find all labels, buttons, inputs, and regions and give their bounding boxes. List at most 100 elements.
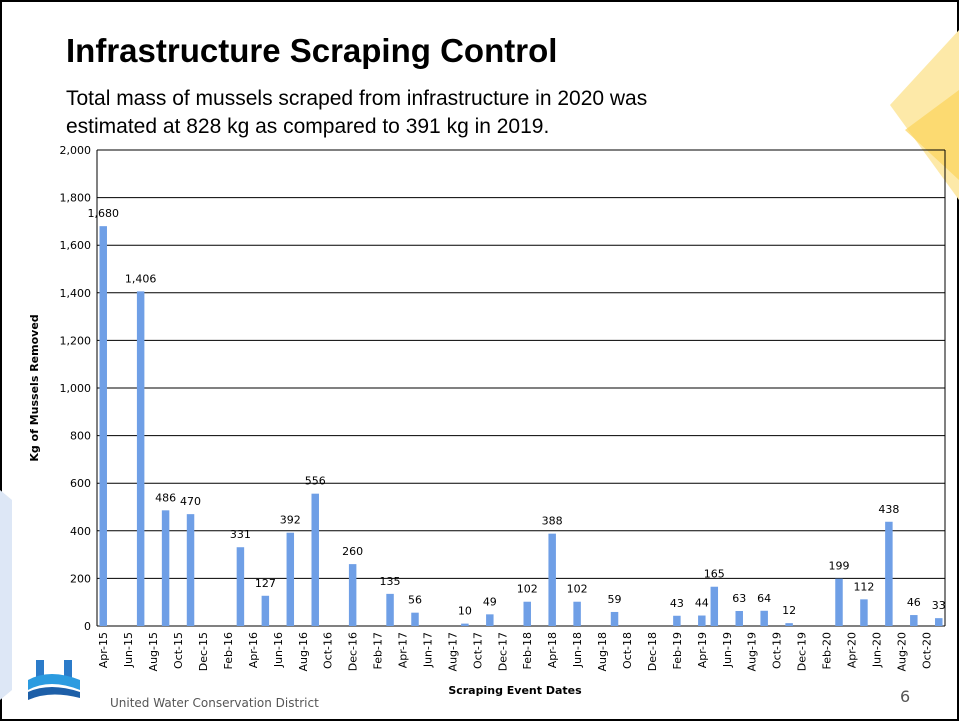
x-tick-label: Apr-19 [696, 632, 709, 668]
data-label: 1,680 [87, 207, 119, 220]
x-tick-label: Oct-19 [771, 632, 784, 669]
y-tick-label: 1,200 [60, 334, 92, 347]
data-label: 12 [782, 604, 796, 617]
data-label: 1,406 [125, 272, 157, 285]
x-tick-label: Feb-20 [821, 632, 834, 669]
x-tick-label: Aug-20 [895, 632, 908, 671]
data-label: 10 [458, 605, 472, 618]
data-label: 556 [305, 475, 326, 488]
logo [28, 660, 80, 700]
x-tick-label: Apr-20 [845, 632, 858, 668]
x-tick-label: Dec-18 [646, 632, 659, 671]
x-tick-label: Dec-16 [347, 632, 360, 671]
y-tick-label: 200 [70, 572, 91, 585]
y-tick-label: 1,000 [60, 382, 92, 395]
bar [411, 612, 419, 626]
bar [885, 521, 893, 626]
bar [523, 601, 531, 626]
x-tick-label: Oct-16 [322, 632, 335, 669]
bar [186, 514, 195, 626]
data-label: 135 [380, 575, 401, 588]
bar [386, 593, 394, 626]
bar [99, 226, 107, 626]
bar [286, 532, 295, 626]
bar [548, 533, 556, 626]
data-label: 388 [542, 515, 563, 528]
bar [236, 547, 245, 626]
data-label: 44 [695, 597, 709, 610]
bar [486, 614, 494, 626]
x-tick-label: Dec-15 [197, 632, 210, 671]
data-label: 102 [567, 583, 588, 596]
x-tick-label: Apr-18 [546, 632, 559, 668]
data-label: 102 [517, 583, 538, 596]
y-tick-label: 800 [70, 430, 91, 443]
x-tick-label: Oct-18 [621, 632, 634, 669]
y-tick-label: 1,600 [60, 239, 92, 252]
x-tick-label: Dec-17 [496, 632, 509, 671]
x-tick-label: Oct-17 [471, 632, 484, 669]
data-label: 49 [483, 595, 497, 608]
bar [573, 601, 581, 626]
data-label: 438 [878, 503, 899, 516]
x-tick-label: Apr-17 [397, 632, 410, 668]
y-tick-label: 0 [84, 620, 91, 633]
data-label: 56 [408, 594, 422, 607]
data-label: 392 [280, 514, 301, 527]
x-tick-label: Jun-17 [421, 632, 434, 668]
data-label: 64 [757, 592, 771, 605]
x-tick-label: Aug-16 [297, 632, 310, 671]
data-label: 33 [932, 599, 946, 612]
data-label: 486 [155, 491, 176, 504]
x-tick-label: Jun-18 [571, 632, 584, 668]
bar [161, 510, 170, 626]
x-tick-label: Oct-15 [172, 632, 185, 669]
x-axis-title: Scraping Event Dates [448, 684, 582, 697]
bar [461, 623, 469, 626]
x-tick-label: Aug-18 [596, 632, 609, 671]
x-tick-label: Feb-19 [671, 632, 684, 669]
x-tick-label: Feb-16 [222, 632, 235, 669]
data-label: 63 [732, 592, 746, 605]
bar [673, 615, 681, 626]
data-label: 165 [704, 568, 725, 581]
x-tick-label: Oct-20 [920, 632, 933, 669]
data-label: 59 [608, 593, 622, 606]
bar [935, 618, 943, 626]
y-tick-label: 600 [70, 477, 91, 490]
x-tick-label: Dec-19 [796, 632, 809, 671]
slide-title: Infrastructure Scraping Control [66, 32, 557, 69]
data-label: 199 [829, 560, 850, 573]
data-label: 46 [907, 596, 921, 609]
bar [835, 578, 843, 626]
x-tick-label: Apr-15 [97, 632, 110, 668]
data-label: 112 [853, 580, 874, 593]
y-tick-label: 2,000 [60, 144, 92, 157]
bar [610, 611, 619, 626]
x-tick-label: Jun-15 [122, 632, 135, 668]
x-tick-label: Apr-16 [247, 632, 260, 668]
y-tick-label: 1,800 [60, 192, 92, 205]
bar [136, 291, 145, 626]
data-label: 43 [670, 597, 684, 610]
data-label: 470 [180, 495, 201, 508]
y-tick-label: 1,400 [60, 287, 92, 300]
decor [0, 490, 12, 700]
y-tick-label: 400 [70, 525, 91, 538]
bar [785, 623, 793, 626]
bar [735, 611, 743, 626]
x-tick-label: Aug-17 [446, 632, 459, 671]
bar [860, 599, 868, 626]
bar [910, 615, 918, 626]
bar [698, 615, 706, 626]
subtitle: Total mass of mussels scraped from infra… [66, 87, 647, 110]
bar [311, 493, 319, 626]
bar [261, 595, 270, 626]
x-tick-label: Jun-19 [721, 632, 734, 668]
bar [348, 564, 357, 626]
x-tick-label: Feb-17 [372, 632, 385, 669]
x-tick-label: Feb-18 [521, 632, 534, 669]
